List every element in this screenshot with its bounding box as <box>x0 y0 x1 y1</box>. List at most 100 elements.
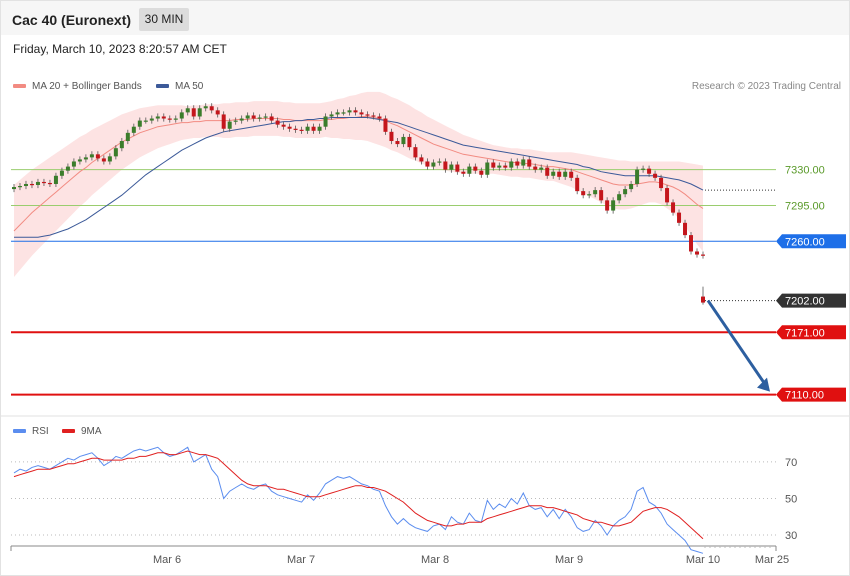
legend-rsi-ma-swatch <box>62 429 75 434</box>
candle-body <box>545 167 550 176</box>
candle-body <box>59 170 64 176</box>
level-label: 7171.00 <box>785 327 825 339</box>
candle-body <box>647 168 652 174</box>
price-levels <box>11 169 776 396</box>
level-tags: 7330.00 7295.00 7260.00 7202.00 7171.00 7110.… <box>776 165 846 402</box>
candles <box>12 103 705 305</box>
level-tag <box>776 325 846 340</box>
level-label: 7202.00 <box>785 296 825 308</box>
candle-body <box>53 175 58 184</box>
candle-body <box>599 190 604 201</box>
candle-body <box>623 189 628 195</box>
candle-body <box>485 162 490 175</box>
candle-body <box>455 164 460 172</box>
rsi-line <box>13 446 704 554</box>
candle-body <box>269 116 274 121</box>
level-tag <box>776 293 846 308</box>
candle-body <box>467 166 472 174</box>
candle-body <box>689 235 694 252</box>
candle-body <box>443 161 448 170</box>
candle-body <box>161 116 166 119</box>
candle-body <box>515 161 520 166</box>
candle-body <box>533 166 538 170</box>
candle-body <box>575 177 580 192</box>
candle-body <box>251 115 256 119</box>
candle-body <box>563 171 568 177</box>
legend-ma20-swatch <box>13 84 26 89</box>
x-tick-label: Mar 7 <box>287 554 315 566</box>
legend-ma50-swatch <box>156 84 169 89</box>
candle-body <box>113 148 118 157</box>
candle-body <box>683 222 688 236</box>
timestamp: Friday, March 10, 2023 8:20:57 AM CET <box>13 42 227 56</box>
rsi-level-label: 70 <box>785 457 797 469</box>
timeframe-button[interactable]: 30 MIN <box>139 8 189 31</box>
x-axis: Mar 6 Mar 7 Mar 8 Mar 9 Mar 10 Mar 25 <box>10 545 789 566</box>
level-tag <box>776 387 846 402</box>
x-tick-label: Mar 6 <box>153 554 181 566</box>
candle-body <box>119 141 124 149</box>
candle-body <box>71 161 76 167</box>
candle-body <box>257 117 262 119</box>
candle-body <box>587 194 592 196</box>
candle-body <box>665 188 670 203</box>
candle-body <box>125 132 130 142</box>
candle-body <box>305 126 310 131</box>
candle-body <box>221 114 226 129</box>
candle-body <box>65 166 70 171</box>
candle-body <box>107 156 112 162</box>
candle-body <box>677 212 682 223</box>
candle-body <box>629 183 634 190</box>
candle-body <box>521 159 526 166</box>
ma50-line <box>14 117 704 238</box>
legend-ma50-label: MA 50 <box>175 81 204 92</box>
candle-body <box>12 187 16 190</box>
candle-body <box>359 112 364 115</box>
candle-body <box>371 115 376 117</box>
candle-body <box>437 161 442 163</box>
candle-body <box>413 147 418 158</box>
candle-body <box>149 118 154 121</box>
level-label: 7260.00 <box>785 236 825 248</box>
candle-body <box>527 159 532 167</box>
candle-body <box>167 118 172 120</box>
candle-body <box>431 162 436 167</box>
legend-ma20: MA 20 + Bollinger Bands <box>13 81 142 92</box>
candle-body <box>701 296 705 303</box>
candle-body <box>215 110 220 115</box>
candle-body <box>95 154 100 159</box>
candle-body <box>275 120 280 125</box>
candle-body <box>41 181 46 184</box>
candle-body <box>179 112 184 119</box>
candle-body <box>641 168 646 170</box>
candle-body <box>605 200 610 211</box>
candle-body <box>23 183 28 187</box>
candle-body <box>479 170 484 175</box>
candle-body <box>701 254 705 256</box>
candle-body <box>47 182 52 185</box>
candle-body <box>263 116 268 118</box>
candle-body <box>401 136 406 145</box>
candle-body <box>395 141 400 145</box>
legend-rsi-label: RSI <box>32 426 49 437</box>
candle-body <box>497 165 502 168</box>
candle-body <box>551 171 556 176</box>
bollinger-bands <box>14 91 703 278</box>
candle-body <box>557 171 562 177</box>
candle-body <box>593 190 598 195</box>
candle-body <box>185 108 190 113</box>
rsi-level-label: 50 <box>785 493 797 505</box>
candle-body <box>407 136 412 148</box>
candle-body <box>347 110 352 113</box>
header-bar: Cac 40 (Euronext) 30 MIN <box>1 1 849 35</box>
candle-body <box>635 169 640 184</box>
candle-body <box>35 181 40 185</box>
candle-body <box>191 108 196 117</box>
candle-body <box>83 157 88 160</box>
legend-rsi-ma: 9MA <box>62 426 102 437</box>
candle-body <box>569 171 574 178</box>
credit-text: Research © 2023 Trading Central <box>691 81 841 92</box>
projection-arrowhead <box>757 377 770 392</box>
candle-body <box>233 120 238 122</box>
